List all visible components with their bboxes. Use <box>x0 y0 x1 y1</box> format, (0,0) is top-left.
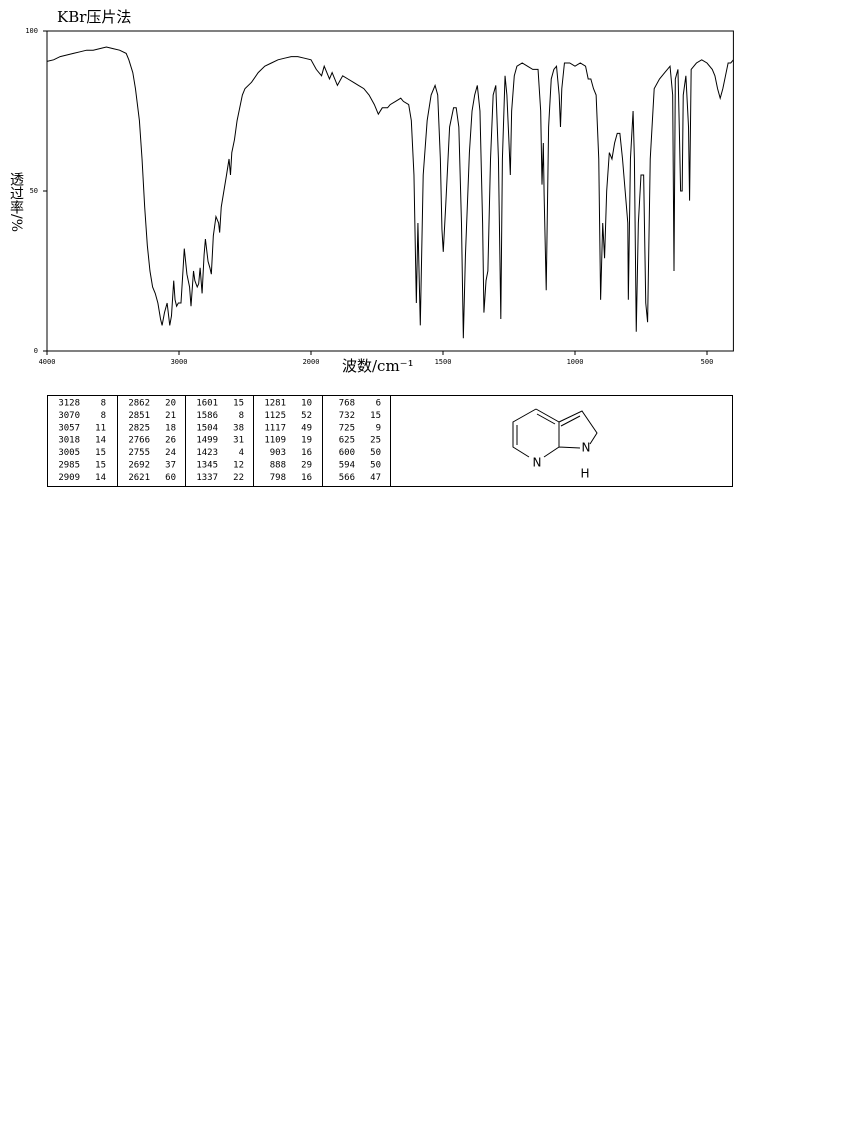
y-axis-label: 透过率/% <box>8 172 24 232</box>
peak-wavenumber: 2692 <box>128 461 150 471</box>
peak-wavenumber: 1117 <box>264 423 286 433</box>
double-bond <box>516 413 581 445</box>
peak-wavenumber: 2766 <box>128 436 150 446</box>
peak-wavenumber: 3018 <box>58 436 80 446</box>
spectrum-line <box>46 46 734 339</box>
peak-wavenumber: 1504 <box>196 423 218 433</box>
peak-wavenumber: 3070 <box>58 411 80 421</box>
chart-title: KBr压片法 <box>57 8 131 26</box>
x-tick-label: 1500 <box>435 358 452 366</box>
peak-wavenumber: 768 <box>339 399 355 409</box>
x-tick-label: 2000 <box>303 358 320 366</box>
peak-wavenumber: 1345 <box>196 461 218 471</box>
x-axis-label: 波数/cm⁻¹ <box>342 357 414 375</box>
peak-transmittance: 52 <box>301 411 312 421</box>
y-tick-label: 100 <box>25 27 38 35</box>
peak-table: 3128 8 3070 8 3057 11 3018 14 3005 15 2985 15 2909 14… <box>47 395 733 487</box>
peak-wavenumber: 903 <box>270 448 286 458</box>
peak-wavenumber: 3128 <box>58 399 80 409</box>
peak-wavenumber: 594 <box>339 461 355 471</box>
peak-wavenumber: 625 <box>339 436 355 446</box>
bond <box>512 408 598 458</box>
peak-transmittance: 15 <box>95 461 106 471</box>
peak-transmittance: 14 <box>95 436 106 446</box>
x-tick-label: 3000 <box>171 358 188 366</box>
peak-transmittance: 12 <box>233 461 244 471</box>
peak-transmittance: 50 <box>370 448 381 458</box>
peak-transmittance: 21 <box>165 411 176 421</box>
peak-wavenumber: 888 <box>270 461 286 471</box>
x-tick-label: 1000 <box>567 358 584 366</box>
peak-wavenumber: 1601 <box>196 399 218 409</box>
peak-transmittance: 19 <box>301 436 312 446</box>
peak-wavenumber: 1281 <box>264 399 286 409</box>
peak-wavenumber: 600 <box>339 448 355 458</box>
peak-wavenumber: 3005 <box>58 448 80 458</box>
peak-wavenumber: 2825 <box>128 423 150 433</box>
atom-label: H <box>580 467 589 481</box>
peak-transmittance: 8 <box>101 411 106 421</box>
peak-wavenumber: 1499 <box>196 436 218 446</box>
peak-transmittance: 16 <box>301 473 312 483</box>
peak-transmittance: 8 <box>101 399 106 409</box>
peak-transmittance: 14 <box>95 473 106 483</box>
atom-label: N <box>582 441 591 455</box>
peak-transmittance: 15 <box>233 399 244 409</box>
peak-transmittance: 50 <box>370 461 381 471</box>
peak-transmittance: 10 <box>301 399 312 409</box>
peak-transmittance: 4 <box>239 448 244 458</box>
peak-wavenumber: 732 <box>339 411 355 421</box>
peak-transmittance: 47 <box>370 473 381 483</box>
peak-transmittance: 29 <box>301 461 312 471</box>
peak-transmittance: 15 <box>370 411 381 421</box>
peak-wavenumber: 2621 <box>128 473 150 483</box>
peak-wavenumber: 725 <box>339 423 355 433</box>
peak-transmittance: 15 <box>95 448 106 458</box>
x-tick-label: 4000 <box>39 358 56 366</box>
peak-transmittance: 24 <box>165 448 176 458</box>
peak-transmittance: 9 <box>376 423 381 433</box>
peak-transmittance: 8 <box>239 411 244 421</box>
peak-transmittance: 60 <box>165 473 176 483</box>
x-tick-label: 500 <box>701 358 714 366</box>
peak-transmittance: 18 <box>165 423 176 433</box>
peak-wavenumber: 2851 <box>128 411 150 421</box>
peak-transmittance: 25 <box>370 436 381 446</box>
peak-wavenumber: 1423 <box>196 448 218 458</box>
peak-transmittance: 6 <box>376 399 381 409</box>
peak-wavenumber: 566 <box>339 473 355 483</box>
peak-transmittance: 31 <box>233 436 244 446</box>
peak-wavenumber: 1109 <box>264 436 286 446</box>
structure: N N H <box>512 408 598 481</box>
peak-wavenumber: 2909 <box>58 473 80 483</box>
peak-transmittance: 38 <box>233 423 244 433</box>
y-tick-label: 50 <box>30 187 38 195</box>
y-tick-label: 0 <box>34 347 38 355</box>
peak-transmittance: 20 <box>165 399 176 409</box>
peak-wavenumber: 1586 <box>196 411 218 421</box>
peak-transmittance: 49 <box>301 423 312 433</box>
peak-wavenumber: 1125 <box>264 411 286 421</box>
peak-transmittance: 22 <box>233 473 244 483</box>
peak-transmittance: 16 <box>301 448 312 458</box>
peak-transmittance: 26 <box>165 436 176 446</box>
peak-wavenumber: 3057 <box>58 423 80 433</box>
peak-wavenumber: 2862 <box>128 399 150 409</box>
peak-transmittance: 37 <box>165 461 176 471</box>
peak-wavenumber: 2985 <box>58 461 80 471</box>
peak-wavenumber: 2755 <box>128 448 150 458</box>
peak-wavenumber: 798 <box>270 473 286 483</box>
peak-wavenumber: 1337 <box>196 473 218 483</box>
atom-label: N <box>533 456 542 470</box>
peak-transmittance: 11 <box>95 423 106 433</box>
